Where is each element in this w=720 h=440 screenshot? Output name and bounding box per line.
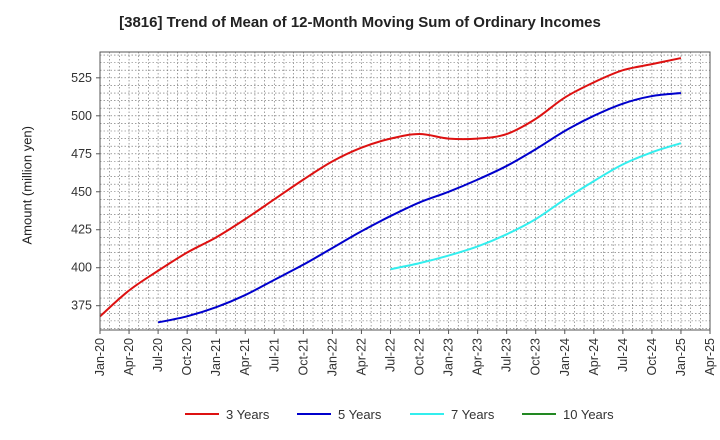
y-tick-label: 375 bbox=[71, 299, 92, 313]
x-tick-label: Oct-23 bbox=[529, 338, 543, 376]
x-tick-label: Jul-24 bbox=[616, 338, 630, 372]
legend-label: 7 Years bbox=[451, 407, 495, 422]
series-line-7-years bbox=[390, 142, 682, 271]
y-tick-label: 400 bbox=[71, 261, 92, 275]
y-tick-labels: 375 400 425 450 475 500 525 bbox=[71, 71, 100, 313]
x-tick-label: Apr-21 bbox=[238, 338, 252, 376]
x-tick-label: Apr-23 bbox=[471, 338, 485, 376]
y-tick-label: 475 bbox=[71, 147, 92, 161]
y-tick-label: 450 bbox=[71, 185, 92, 199]
series-lines bbox=[99, 57, 682, 324]
x-tick-labels: Jan-20 Apr-20 Jul-20 Oct-20 Jan-21 Apr-21 Jul-… bbox=[93, 330, 717, 376]
chart-title: [3816] Trend of Mean of 12-Month Moving … bbox=[119, 14, 601, 31]
x-tick-label: Oct-22 bbox=[413, 338, 427, 376]
x-tick-label: Oct-24 bbox=[645, 338, 659, 376]
plot-frame bbox=[99, 51, 711, 331]
x-tick-label: Jan-21 bbox=[209, 338, 223, 376]
x-tick-label: Oct-20 bbox=[180, 338, 194, 376]
series-line-5-years bbox=[157, 92, 682, 324]
x-tick-label: Jan-22 bbox=[325, 338, 339, 376]
legend: 3 Years 5 Years 7 Years 10 Years bbox=[185, 407, 614, 422]
x-tick-label: Jul-21 bbox=[267, 338, 281, 372]
x-tick-label: Jan-24 bbox=[558, 338, 572, 376]
y-tick-label: 525 bbox=[71, 71, 92, 85]
legend-label: 5 Years bbox=[338, 407, 382, 422]
x-tick-label: Apr-22 bbox=[354, 338, 368, 376]
grid-lines bbox=[100, 52, 710, 330]
x-tick-label: Oct-21 bbox=[296, 338, 310, 376]
x-tick-label: Jul-23 bbox=[500, 338, 514, 372]
x-tick-label: Jan-23 bbox=[442, 338, 456, 376]
x-tick-label: Jul-22 bbox=[383, 338, 397, 372]
y-tick-label: 425 bbox=[71, 223, 92, 237]
series-line-3-years bbox=[99, 57, 682, 318]
x-tick-label: Jan-20 bbox=[93, 338, 107, 376]
x-tick-label: Jul-20 bbox=[151, 338, 165, 372]
x-tick-label: Jan-25 bbox=[674, 338, 688, 376]
x-tick-label: Apr-24 bbox=[587, 338, 601, 376]
x-tick-label: Apr-20 bbox=[122, 338, 136, 376]
legend-label: 10 Years bbox=[563, 407, 614, 422]
x-tick-label: Apr-25 bbox=[703, 338, 717, 376]
legend-label: 3 Years bbox=[226, 407, 270, 422]
y-tick-label: 500 bbox=[71, 109, 92, 123]
